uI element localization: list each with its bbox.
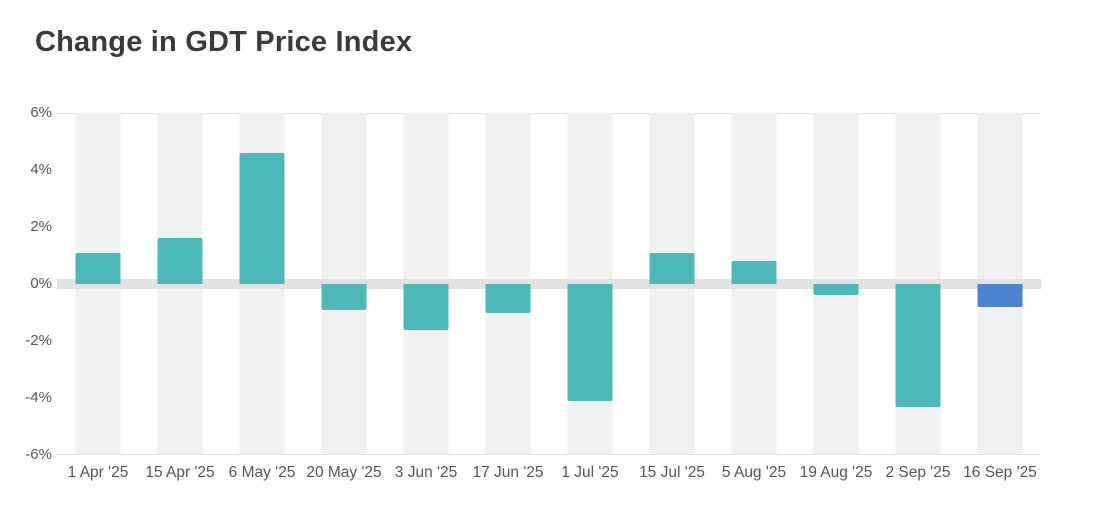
bar-1-apr-25 [75,252,121,284]
y-tick-label: 4% [30,161,52,178]
x-axis-label: 3 Jun '25 [394,464,458,481]
bar-15-apr-25 [157,238,203,284]
bar-2-sep-25 [895,284,941,407]
x-axis: 1 Apr '25 15 Apr '25 6 May '25 20 May '25 3 … [57,464,1041,482]
y-tick-label: -6% [25,446,52,463]
x-axis-label: 19 Aug '25 [799,464,873,481]
chart-column [959,113,1041,455]
bar-5-aug-25 [731,261,777,284]
chart-column [303,113,385,455]
x-axis-label: 6 May '25 [228,464,296,481]
gridline-bottom [57,454,1041,455]
x-axis-label: 16 Sep '25 [963,464,1037,481]
bar-1-jul-25 [567,284,613,401]
y-tick-label: 6% [30,104,52,121]
x-axis-label: 2 Sep '25 [885,464,951,481]
x-axis-label: 20 May '25 [306,464,382,481]
zero-baseline [57,279,1041,289]
x-axis-label: 15 Jul '25 [639,464,705,481]
y-tick-label: -2% [25,332,52,349]
chart-title: Change in GDT Price Index [35,26,413,58]
bar-17-jun-25 [485,284,531,313]
x-axis-label: 1 Jul '25 [561,464,619,481]
chart-column [549,113,631,455]
bar-15-jul-25 [649,252,695,284]
y-axis: 6% 4% 2% 0% -2% -4% -6% [0,104,52,463]
gridline-top [57,113,1041,114]
chart-column [877,113,959,455]
chart-column [795,113,877,455]
x-axis-label: 1 Apr '25 [67,464,129,481]
y-tick-label: 2% [30,218,52,235]
y-tick-label: -4% [25,389,52,406]
bar-20-may-25 [321,284,367,310]
x-axis-label: 15 Apr '25 [145,464,215,481]
x-axis-label: 5 Aug '25 [721,464,787,481]
x-axis-label: 17 Jun '25 [472,464,544,481]
y-tick-label: 0% [30,275,52,292]
bar-19-aug-25 [813,284,859,296]
bar-3-jun-25 [403,284,449,330]
chart-column [385,113,467,455]
bar-16-sep-25 [977,284,1023,307]
plot-area [57,113,1041,455]
chart-column [467,113,549,455]
bar-6-may-25 [239,152,285,284]
